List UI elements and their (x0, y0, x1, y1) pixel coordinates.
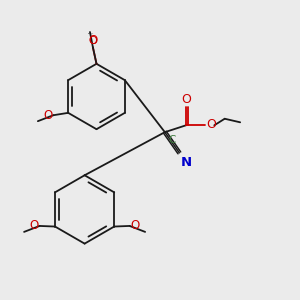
Text: O: O (88, 36, 97, 46)
Text: methoxy: methoxy (88, 32, 94, 34)
Text: O: O (207, 118, 216, 131)
Text: O: O (29, 219, 38, 232)
Text: O: O (88, 34, 98, 47)
Text: O: O (181, 93, 191, 106)
Text: O: O (43, 109, 52, 122)
Text: N: N (181, 156, 192, 170)
Text: O: O (131, 219, 140, 232)
Text: C: C (168, 134, 176, 145)
